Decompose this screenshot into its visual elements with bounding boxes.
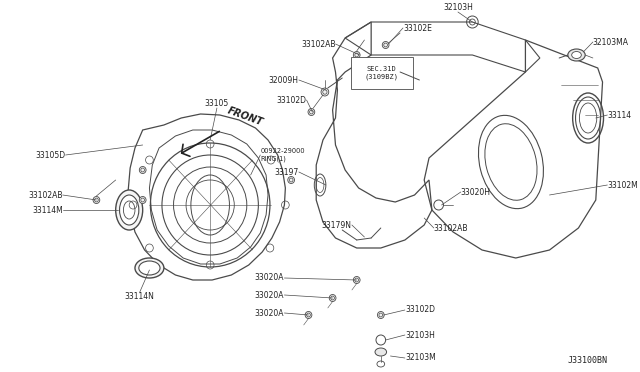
FancyBboxPatch shape [351,57,413,89]
Text: 33114M: 33114M [32,205,63,215]
Text: 32103H: 32103H [405,330,435,340]
Text: 33179N: 33179N [322,221,352,230]
Circle shape [382,42,389,48]
Circle shape [140,196,146,203]
Text: 33102AB: 33102AB [301,39,335,48]
Text: 33102D: 33102D [276,96,307,105]
Text: FRONT: FRONT [227,106,265,128]
Text: 33102AB: 33102AB [28,190,63,199]
Text: 32103MA: 32103MA [593,38,629,46]
Ellipse shape [568,49,585,61]
Text: 33102E: 33102E [403,23,432,32]
Text: 33102AB: 33102AB [434,224,468,232]
Text: 33105: 33105 [205,99,229,108]
Text: 33020H: 33020H [461,187,491,196]
Text: 32009H: 32009H [269,76,299,84]
Text: 33020A: 33020A [255,308,284,317]
Text: 00922-29000
RING(1): 00922-29000 RING(1) [260,148,305,162]
Text: 33102M: 33102M [607,180,638,189]
Ellipse shape [139,261,160,275]
Ellipse shape [116,190,143,230]
Text: 33102D: 33102D [405,305,435,314]
Circle shape [378,311,384,318]
Text: J33100BN: J33100BN [567,356,607,365]
Ellipse shape [572,51,581,58]
Circle shape [305,311,312,318]
Text: 33020A: 33020A [255,291,284,299]
Circle shape [308,109,315,115]
Circle shape [353,51,360,58]
Ellipse shape [135,258,164,278]
Text: 32103M: 32103M [405,353,436,362]
Circle shape [288,176,294,183]
Text: 33105D: 33105D [35,151,65,160]
Text: 32103H: 32103H [443,3,473,12]
Circle shape [93,196,100,203]
Text: 33197: 33197 [275,167,299,176]
Text: 33114N: 33114N [125,292,155,301]
Text: SEC.31D
(3109BZ): SEC.31D (3109BZ) [365,66,399,80]
Circle shape [329,295,336,301]
Ellipse shape [120,195,139,225]
Circle shape [321,88,329,96]
Ellipse shape [375,348,387,356]
Text: 33020A: 33020A [255,273,284,282]
Circle shape [353,276,360,283]
Text: 33114: 33114 [607,110,632,119]
Circle shape [140,167,146,173]
